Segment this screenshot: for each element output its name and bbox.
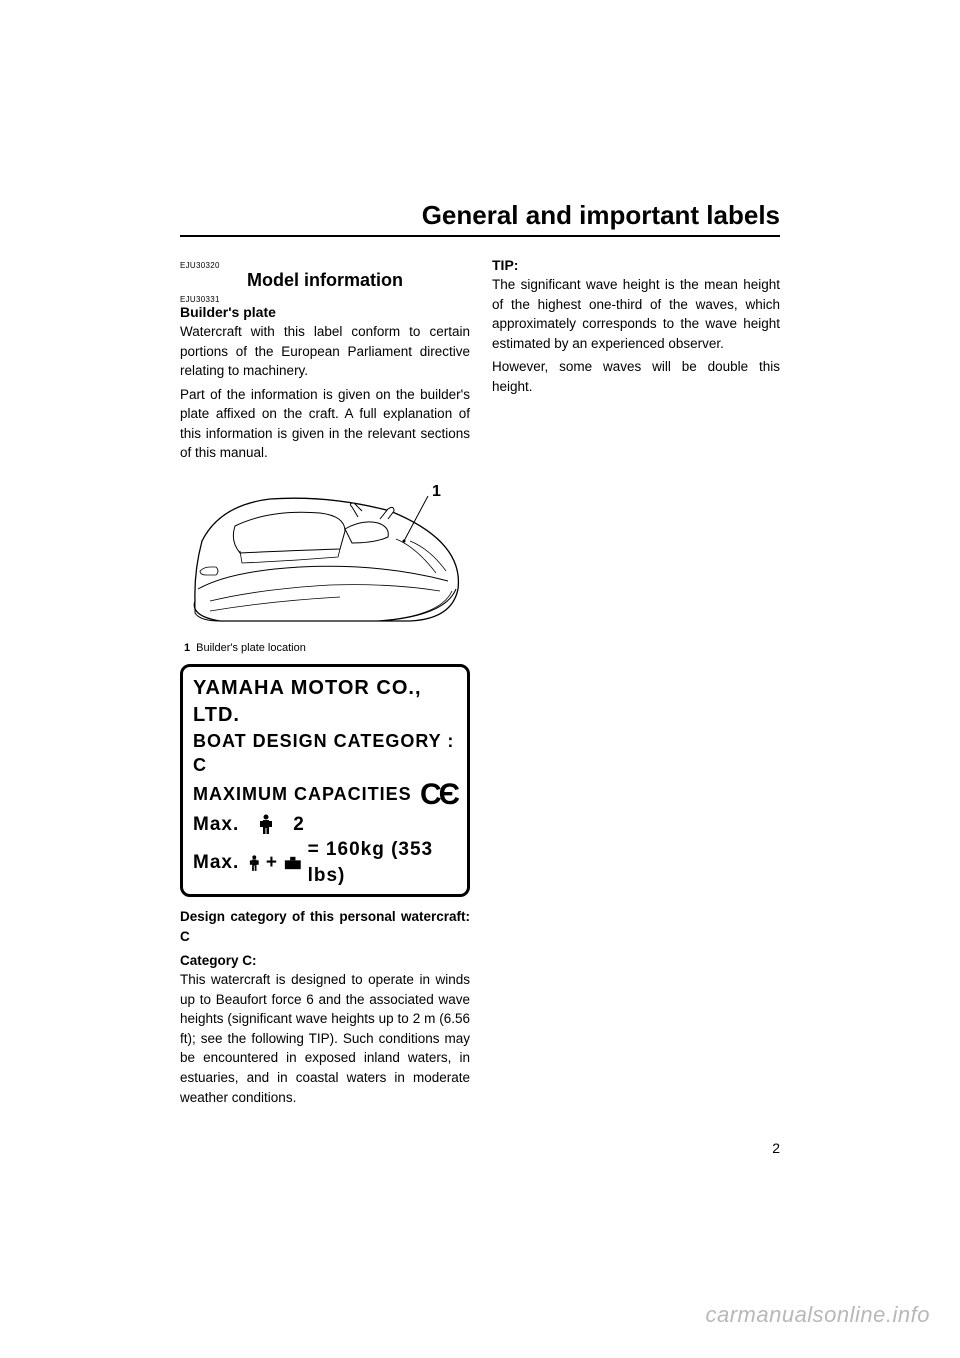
body-text: Part of the information is given on the … [180,385,470,463]
plate-max-label: Max. [193,812,239,838]
body-text: Watercraft with this label conform to ce… [180,322,470,381]
watermark: carmanualsonline.info [705,1302,930,1328]
left-column: EJU30320 Model information EJU30331 Buil… [180,257,470,1111]
page: General and important labels EJU30320 Mo… [0,0,960,1358]
plate-line: Max. + = 160kg (353 lbs) [193,837,457,888]
ref-code: EJU30320 [180,261,470,270]
plate-max-value: 2 [293,812,305,838]
subsection-title: Builder's plate [180,304,470,320]
plate-line: BOAT DESIGN CATEGORY : C [193,729,457,778]
page-title: General and important labels [180,200,780,235]
person-icon [259,814,273,834]
body-text: The significant wave height is the mean … [492,275,780,353]
tip-heading: TIP: [492,257,780,273]
section-title: Model information [180,270,470,291]
plate-max-value: = 160kg (353 lbs) [308,837,457,888]
figure-caption: 1 Builder's plate location [184,642,470,654]
plate-line: YAMAHA MOTOR CO., LTD. [193,675,457,729]
person-icon [249,854,260,872]
caption-text: Builder's plate location [196,642,306,654]
ce-mark-icon: CЄ [420,778,457,812]
luggage-icon [284,856,302,870]
content-columns: EJU30320 Model information EJU30331 Buil… [180,257,780,1111]
body-text: However, some waves will be double this … [492,357,780,396]
watercraft-drawing: 1 [180,471,470,636]
builders-plate-label: YAMAHA MOTOR CO., LTD. BOAT DESIGN CATEG… [180,664,470,898]
design-category-heading: Design category of this personal watercr… [180,907,470,946]
builders-plate-figure: 1 [180,471,470,636]
plate-line: Max. 2 [193,812,457,838]
ref-code: EJU30331 [180,295,470,304]
plate-max-label: Max. [193,850,239,876]
callout-number: 1 [432,483,441,500]
category-c-heading: Category C: [180,951,470,971]
right-column: TIP: The significant wave height is the … [492,257,780,1111]
header-rule: General and important labels [180,200,780,237]
plus-icon: + [266,850,278,876]
caption-number: 1 [184,642,190,654]
page-number: 2 [772,1140,780,1156]
body-text: This watercraft is designed to operate i… [180,970,470,1107]
plate-line: MAXIMUM CAPACITIES [193,782,412,806]
